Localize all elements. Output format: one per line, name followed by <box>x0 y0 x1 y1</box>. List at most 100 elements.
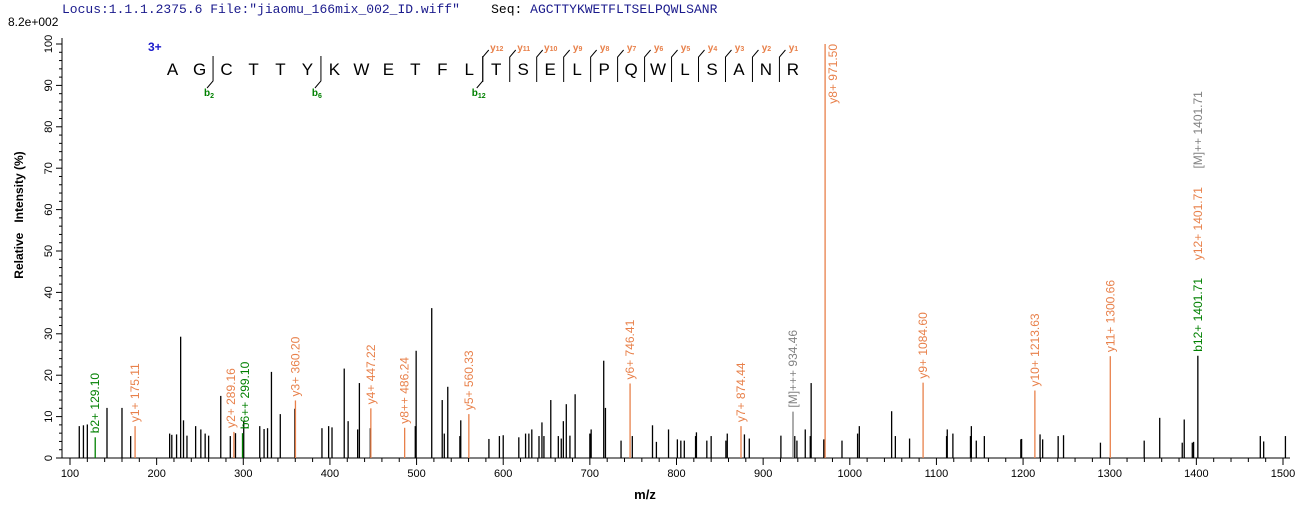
residue: T <box>275 60 285 79</box>
axes: 100 200 300 400 500 600 700 800 900 1000 1100 1200 1… <box>43 35 1295 480</box>
intensity-scale-label: 8.2e+002 <box>8 15 59 29</box>
b-ion-bracket <box>314 56 322 89</box>
peak-label: y8++ 486.24 <box>398 357 412 424</box>
residue: G <box>193 60 206 79</box>
peak-label: y7+ 874.44 <box>734 362 748 422</box>
peak-label: y11+ 1300.66 <box>1103 280 1117 353</box>
spectrum-header: Locus:1.1.1.2375.6 File:"jiaomu_166mix_0… <box>62 2 717 17</box>
y-ion-bracket <box>751 49 759 82</box>
residue: E <box>545 60 556 79</box>
residue: L <box>680 60 689 79</box>
seq-label: Seq: <box>491 2 523 17</box>
file-text: File:"jiaomu_166mix_002_ID.wiff" <box>210 2 460 17</box>
y-ion-label: y4 <box>708 43 718 54</box>
y-ion-label: y6 <box>654 43 664 54</box>
x-tick-label: 100 <box>61 468 79 480</box>
x-tick-label: 900 <box>754 468 772 480</box>
y-tick-label: 100 <box>43 35 55 53</box>
b-ion-label: b2 <box>204 88 214 100</box>
residue: A <box>167 60 179 79</box>
y-ion-label: y7 <box>627 43 637 54</box>
residue: T <box>410 60 420 79</box>
y-ion-label: y5 <box>681 43 691 54</box>
residue: R <box>787 60 799 79</box>
y-tick-label: 30 <box>43 328 55 340</box>
residue: W <box>353 60 369 79</box>
peak-label: [M]+++ 934.46 <box>786 330 800 408</box>
y-tick-label: 40 <box>43 286 55 298</box>
y-ion-bracket <box>563 49 571 82</box>
peak-label: y4+ 447.22 <box>364 344 378 404</box>
x-tick-label: 200 <box>147 468 165 480</box>
x-tick-label: 1500 <box>1271 468 1295 480</box>
residue: N <box>760 60 772 79</box>
peak-label: y6+ 746.41 <box>623 319 637 379</box>
peak-label: [M]++ 1401.71 <box>1191 91 1205 169</box>
residue: P <box>598 60 609 79</box>
x-tick-label: 600 <box>494 468 512 480</box>
residue: C <box>220 60 232 79</box>
residue: A <box>733 60 745 79</box>
locus-text: Locus:1.1.1.2375.6 <box>62 2 203 17</box>
x-tick-label: 500 <box>407 468 425 480</box>
y-tick-label: 70 <box>43 162 55 174</box>
y-axis-label: Relative Intensity (%) <box>12 151 26 278</box>
x-tick-label: 700 <box>581 468 599 480</box>
b-ion-label: b12 <box>472 88 486 100</box>
residue: W <box>650 60 666 79</box>
peak-label: y5+ 560.33 <box>462 350 476 410</box>
y-ion-bracket <box>724 49 732 82</box>
y-ion-label: y8 <box>600 43 610 54</box>
peak-label: y8+ 971.50 <box>826 44 840 104</box>
y-ion-bracket <box>778 49 786 82</box>
peak-label: b12+ 1401.71 <box>1191 278 1205 352</box>
peak-label: y9+ 1084.60 <box>916 312 930 379</box>
x-tick-label: 1100 <box>925 468 949 480</box>
residue: F <box>437 60 447 79</box>
b-ion-label: b6 <box>312 88 322 100</box>
y-tick-label: 20 <box>43 369 55 381</box>
residue: L <box>572 60 581 79</box>
y-ion-bracket <box>617 49 624 82</box>
y-ion-label: y2 <box>762 43 772 54</box>
y-tick-label: 0 <box>43 455 55 461</box>
y-ion-bracket <box>590 49 598 82</box>
y-ion-bracket <box>482 49 490 82</box>
y-tick-label: 50 <box>43 245 55 257</box>
x-tick-label: 400 <box>321 468 339 480</box>
y-tick-label: 80 <box>43 121 55 133</box>
peak-label: y2+ 289.16 <box>224 368 238 428</box>
charge-label: 3+ <box>148 40 162 54</box>
residue: S <box>518 60 529 79</box>
y-ion-bracket <box>536 49 544 82</box>
x-tick-label: 1400 <box>1184 468 1208 480</box>
y-tick-label: 60 <box>43 203 55 215</box>
y-ion-bracket <box>698 49 705 82</box>
x-axis-label: m/z <box>634 487 656 502</box>
residue: T <box>248 60 258 79</box>
x-tick-label: 800 <box>667 468 685 480</box>
peak-label: y1+ 175.11 <box>128 363 142 422</box>
residue: E <box>383 60 394 79</box>
y-ion-label: y3 <box>735 43 745 54</box>
y-tick-label: 10 <box>43 410 55 422</box>
x-tick-label: 300 <box>234 468 252 480</box>
peak-label: y3+ 360.20 <box>288 336 302 396</box>
y-ion-label: y12 <box>490 43 503 54</box>
residue: L <box>465 60 474 79</box>
peak-annotations: b2+ 129.10 y1+ 175.11 y2+ 289.16 b6++ 299.1… <box>88 44 1205 458</box>
b-ion-bracket <box>206 56 214 89</box>
peak-label: b6++ 299.10 <box>238 361 252 429</box>
y-ion-bracket <box>509 49 517 82</box>
b-ion-bracket <box>476 56 484 89</box>
y-ion-bracket <box>671 49 678 82</box>
peak-label: b2+ 129.10 <box>88 373 102 434</box>
y-ion-label: y1 <box>789 43 799 54</box>
y-ion-label: y9 <box>573 43 583 54</box>
x-tick-label: 1200 <box>1011 468 1035 480</box>
residue: S <box>706 60 717 79</box>
residue: T <box>491 60 501 79</box>
peak-label: y10+ 1213.63 <box>1028 313 1042 386</box>
